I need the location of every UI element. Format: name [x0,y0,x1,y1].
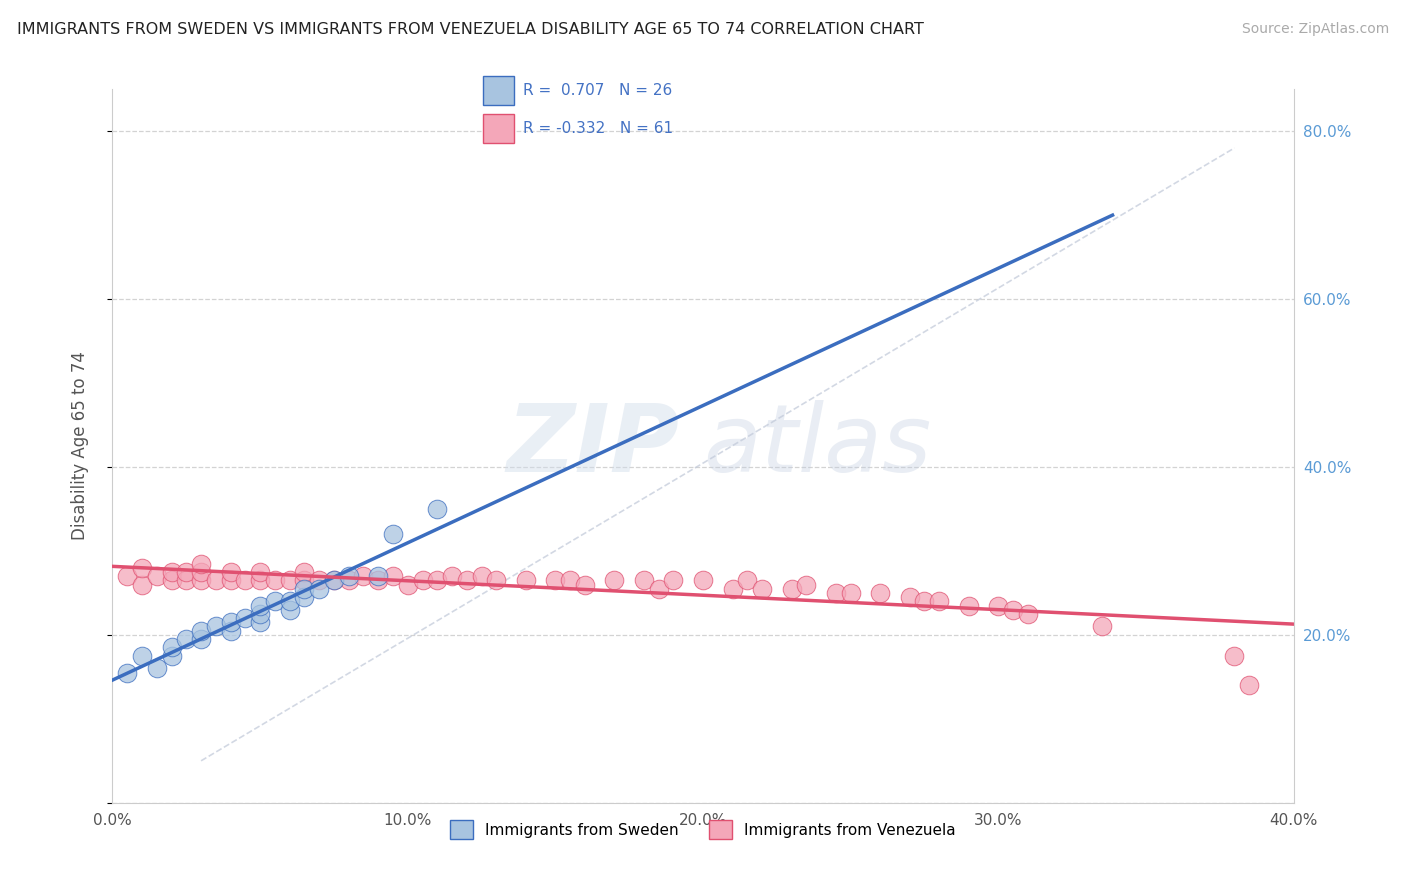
Point [751,582,773,596]
Point [308,582,330,596]
Point [233,574,256,588]
Point [692,574,714,588]
Text: atlas: atlas [703,401,931,491]
Point [205,619,228,633]
Point [824,586,846,600]
Point [249,615,271,630]
Point [1017,607,1039,621]
Y-axis label: Disability Age 65 to 74: Disability Age 65 to 74 [70,351,89,541]
Point [264,574,287,588]
Point [411,574,433,588]
Point [456,574,478,588]
Point [292,565,315,579]
Point [146,661,169,675]
Point [219,565,242,579]
Point [337,574,360,588]
Point [647,582,671,596]
Point [780,582,803,596]
Point [323,574,346,588]
Point [278,574,301,588]
Point [308,574,330,588]
Point [292,590,315,604]
Point [190,574,212,588]
Point [219,615,242,630]
Point [633,574,655,588]
Point [1239,678,1261,692]
Point [470,569,494,583]
Point [382,527,405,541]
Point [485,574,508,588]
Point [205,574,228,588]
FancyBboxPatch shape [482,114,515,143]
Point [737,574,759,588]
Point [337,569,360,583]
Point [174,574,197,588]
Point [367,569,389,583]
Point [1001,603,1024,617]
Point [1223,648,1246,663]
Point [278,603,301,617]
Point [160,648,183,663]
Point [249,565,271,579]
Point [796,577,818,591]
Point [292,582,315,596]
Point [441,569,464,583]
Point [869,586,891,600]
Text: R = -0.332   N = 61: R = -0.332 N = 61 [523,121,673,136]
Point [146,569,169,583]
Point [396,577,419,591]
Point [839,586,862,600]
Point [249,607,271,621]
Point [367,574,389,588]
Point [957,599,980,613]
Point [131,648,153,663]
Point [190,557,212,571]
Point [264,594,287,608]
Point [233,611,256,625]
Point [131,577,153,591]
Text: ZIP: ZIP [506,400,679,492]
Point [914,594,936,608]
Point [544,574,567,588]
Point [131,560,153,574]
Point [603,574,626,588]
Point [721,582,744,596]
Point [382,569,405,583]
Point [352,569,374,583]
Legend: Immigrants from Sweden, Immigrants from Venezuela: Immigrants from Sweden, Immigrants from … [444,814,962,845]
Point [190,632,212,646]
Point [898,590,921,604]
Point [426,502,449,516]
Point [426,574,449,588]
Point [160,565,183,579]
Point [292,574,315,588]
Point [662,574,685,588]
Point [219,624,242,638]
Point [190,624,212,638]
Point [515,574,537,588]
Point [117,569,138,583]
Point [249,599,271,613]
Point [558,574,582,588]
Text: Source: ZipAtlas.com: Source: ZipAtlas.com [1241,22,1389,37]
Point [928,594,950,608]
Point [249,574,271,588]
Point [987,599,1010,613]
FancyBboxPatch shape [482,76,515,105]
Point [219,574,242,588]
Point [160,574,183,588]
Point [323,574,346,588]
Point [174,632,197,646]
Point [1091,619,1114,633]
Point [160,640,183,655]
Text: IMMIGRANTS FROM SWEDEN VS IMMIGRANTS FROM VENEZUELA DISABILITY AGE 65 TO 74 CORR: IMMIGRANTS FROM SWEDEN VS IMMIGRANTS FRO… [17,22,924,37]
Point [117,665,138,680]
Point [190,565,212,579]
Point [174,565,197,579]
Point [278,594,301,608]
Point [574,577,596,591]
Text: R =  0.707   N = 26: R = 0.707 N = 26 [523,83,672,98]
